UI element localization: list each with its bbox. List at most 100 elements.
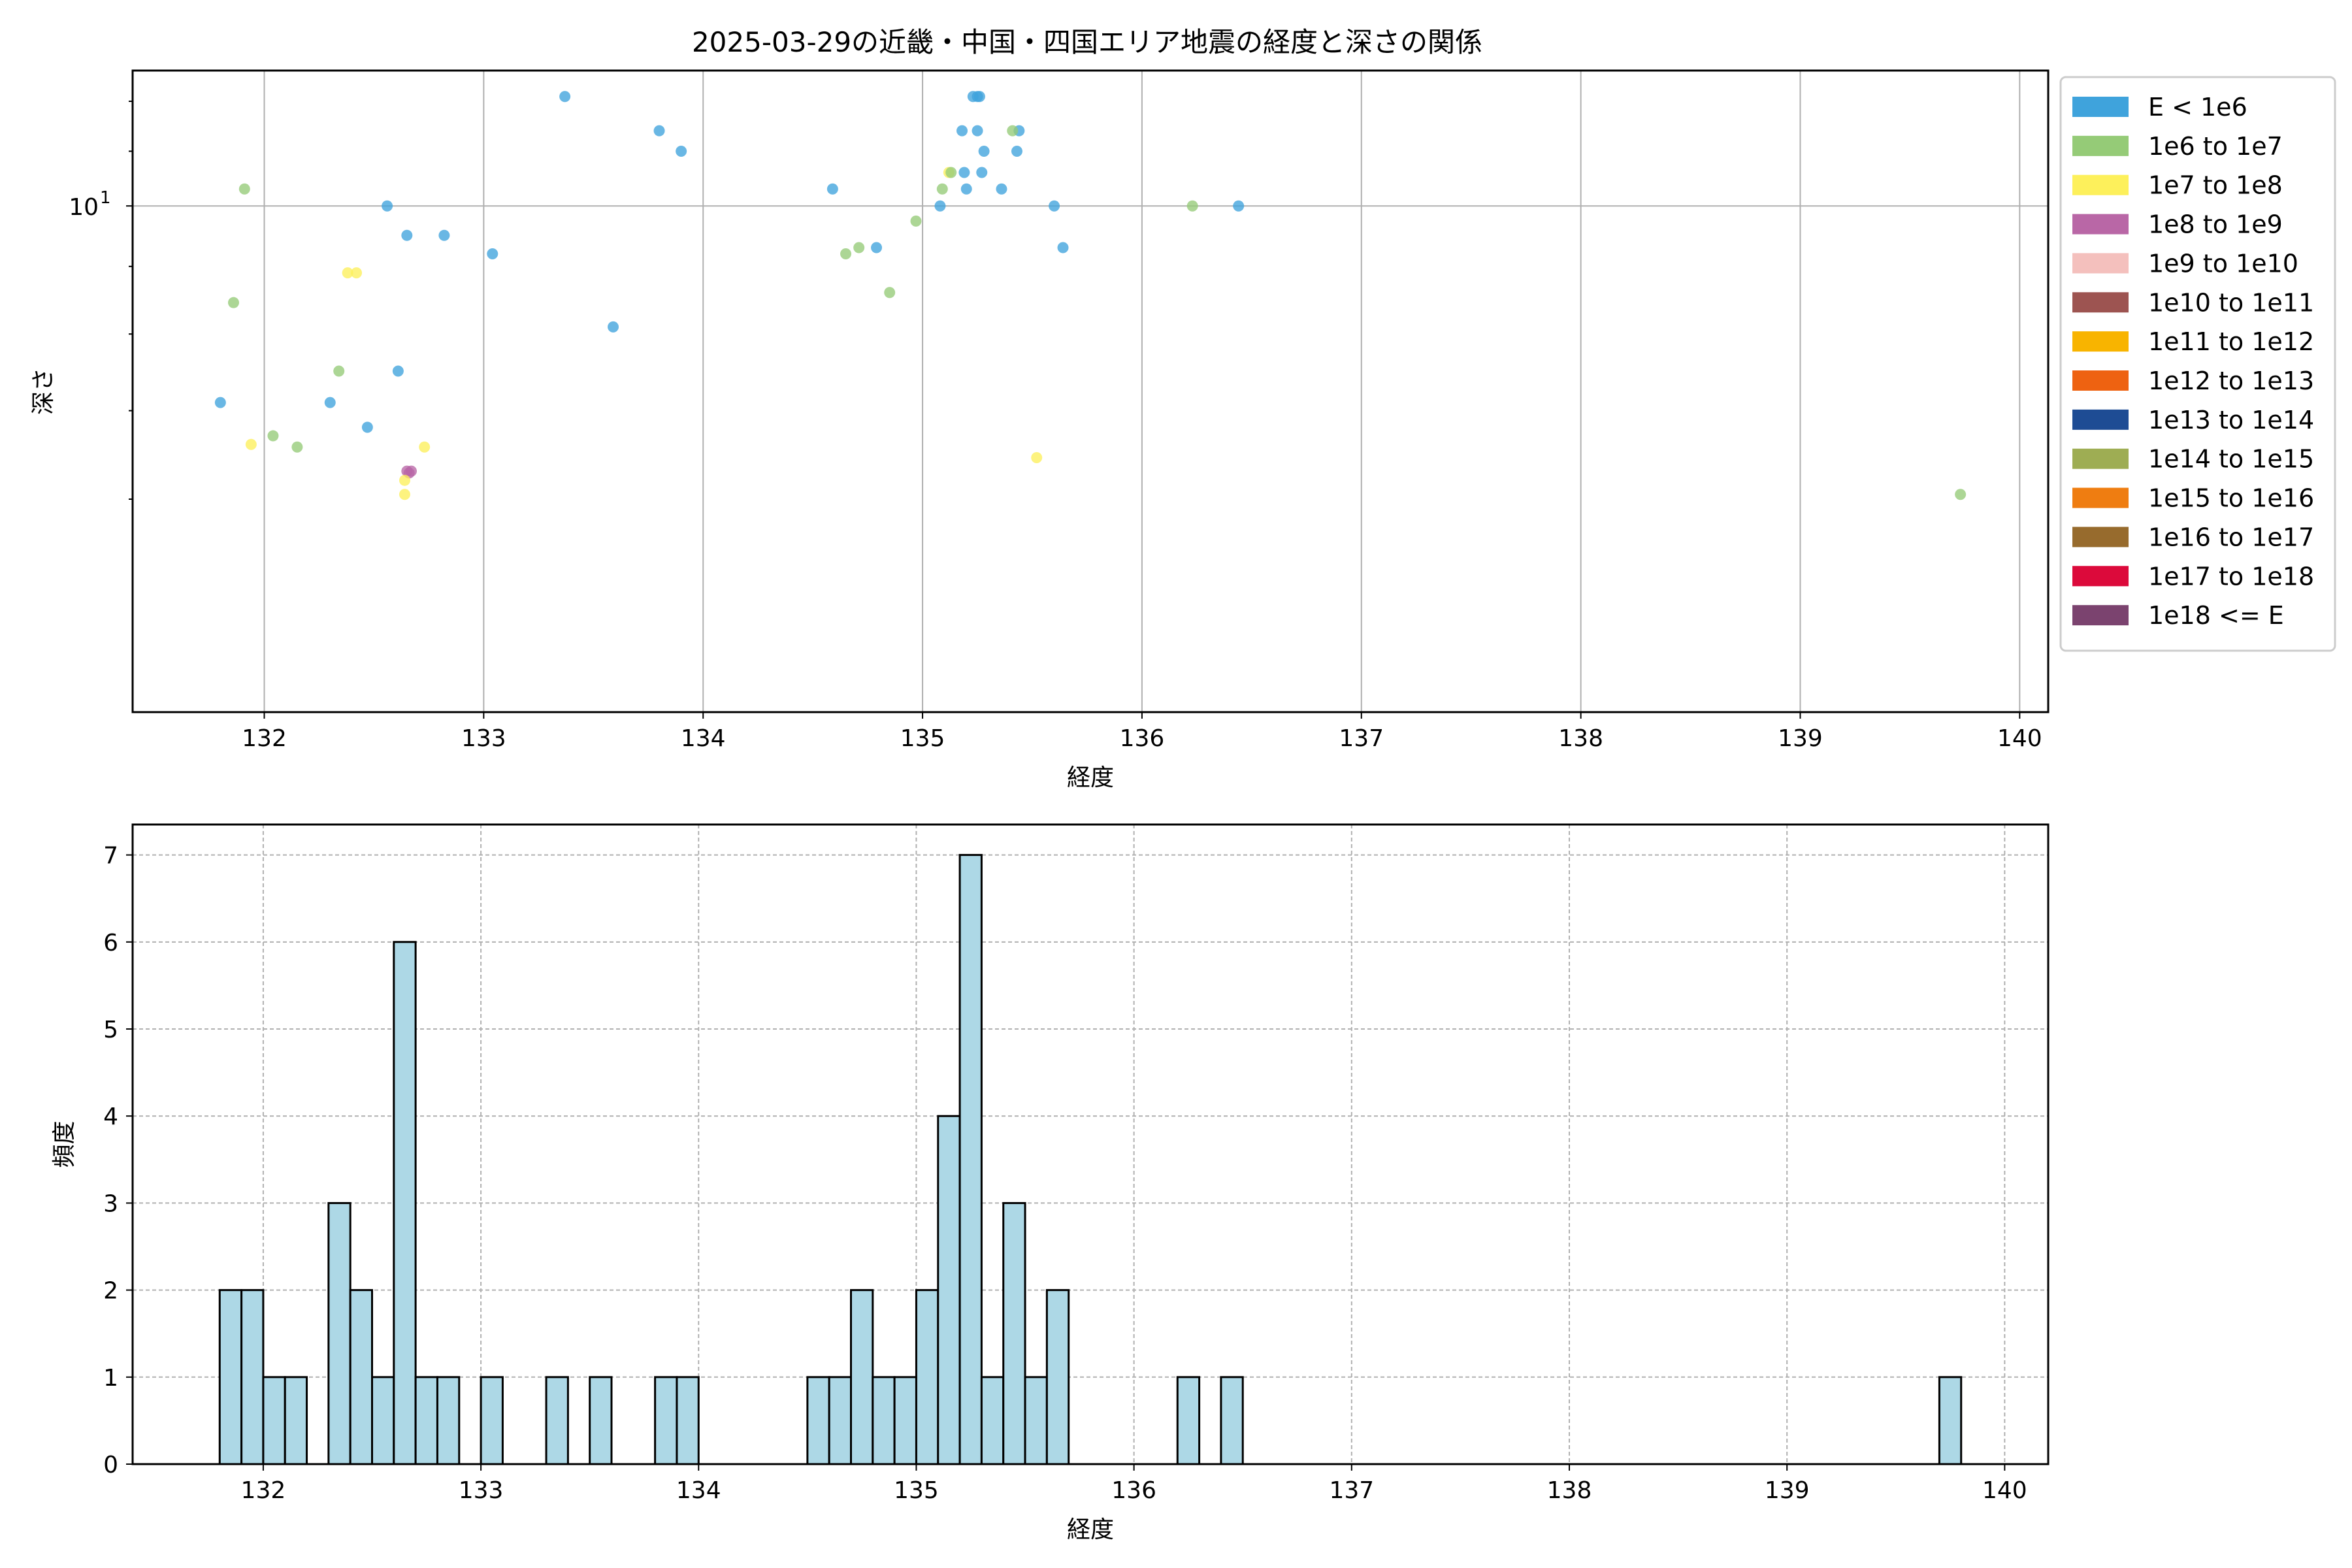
histogram-y-tick-label: 0 <box>103 1452 118 1478</box>
scatter-point <box>945 167 957 178</box>
scatter-x-tick-label: 135 <box>900 725 945 752</box>
scatter-point <box>958 167 970 178</box>
scatter-point <box>333 365 345 377</box>
scatter-point <box>853 242 865 253</box>
scatter-grid <box>133 71 2048 712</box>
histogram-bar <box>480 1376 504 1465</box>
legend-swatch <box>2072 174 2129 195</box>
scatter-x-ticks: 132 133 134 135 136 137 138 139 140 <box>242 712 2042 752</box>
scatter-point <box>934 200 946 212</box>
histogram-bar <box>1176 1376 1201 1465</box>
scatter-y-tick-exponent: 1 <box>100 188 111 208</box>
scatter-point <box>1186 200 1198 212</box>
scatter-x-tick-label: 137 <box>1339 725 1384 752</box>
scatter-point <box>1011 145 1022 157</box>
legend-label: 1e18 <= E <box>2148 601 2284 630</box>
scatter-point <box>342 267 353 279</box>
scatter-point <box>1007 125 1019 137</box>
legend-label: 1e13 to 1e14 <box>2148 406 2314 434</box>
histogram-y-tick-label: 4 <box>103 1103 118 1130</box>
scatter-y-axis-label: 深さ <box>30 368 57 415</box>
scatter-point <box>438 229 450 241</box>
scatter-point <box>351 267 363 279</box>
histogram-x-tick-label: 133 <box>459 1477 504 1504</box>
histogram-x-tick-label: 140 <box>1982 1477 2027 1504</box>
histogram-bar <box>872 1376 896 1465</box>
legend-swatch <box>2072 370 2129 391</box>
scatter-point <box>608 321 619 333</box>
legend-swatch <box>2072 527 2129 547</box>
scatter-point <box>227 297 239 308</box>
scatter-point <box>996 183 1007 195</box>
histogram-x-tick-label: 135 <box>894 1477 939 1504</box>
legend-label: 1e16 to 1e17 <box>2148 523 2314 551</box>
legend-swatch <box>2072 135 2129 156</box>
scatter-plot-frame <box>131 69 2050 713</box>
scatter-x-tick-label: 138 <box>1558 725 1603 752</box>
scatter-point <box>972 125 983 137</box>
scatter-point <box>399 474 410 486</box>
histogram-bar <box>371 1376 395 1465</box>
scatter-x-tick-label: 139 <box>1778 725 1823 752</box>
histogram-y-tick-label: 1 <box>103 1365 118 1392</box>
scatter-x-axis-label: 経度 <box>1067 764 1114 791</box>
histogram-x-tick-label: 134 <box>676 1477 721 1504</box>
chart-title: 2025-03-29の近畿・中国・四国エリア地震の経度と深さの関係 <box>692 26 1482 58</box>
scatter-point <box>1955 489 1967 500</box>
histogram-plot-frame <box>131 823 2050 1465</box>
scatter-x-tick-label: 136 <box>1120 725 1165 752</box>
scatter-x-tick-label: 134 <box>681 725 726 752</box>
histogram-bar <box>284 1376 308 1465</box>
histogram-bar <box>980 1376 1005 1465</box>
scatter-point <box>1031 451 1043 463</box>
histogram-bar <box>654 1376 678 1465</box>
legend-swatch <box>2072 292 2129 313</box>
scatter-point <box>419 441 431 453</box>
scatter-x-tick-label: 140 <box>1997 725 2042 752</box>
histogram-y-tick-label: 7 <box>103 843 118 870</box>
histogram-x-tick-label: 132 <box>241 1477 286 1504</box>
scatter-point <box>399 489 410 500</box>
scatter-point <box>291 441 303 453</box>
histogram-x-axis-label: 経度 <box>1067 1516 1114 1543</box>
histogram-bar <box>958 854 983 1465</box>
histogram-y-tick-label: 5 <box>103 1017 118 1043</box>
histogram-bar <box>589 1376 613 1465</box>
scatter-point <box>1049 200 1060 212</box>
scatter-point <box>936 183 948 195</box>
histogram-bar <box>262 1376 286 1465</box>
scatter-plot: 132 133 134 135 136 137 138 139 140 10 1 経度 深さ <box>30 69 2050 791</box>
legend-label: 1e9 to 1e10 <box>2148 249 2298 278</box>
legend-swatch <box>2072 566 2129 587</box>
histogram-bar <box>414 1376 438 1465</box>
legend-label: 1e11 to 1e12 <box>2148 327 2314 356</box>
legend-swatch <box>2072 331 2129 352</box>
scatter-x-tick-label: 133 <box>461 725 506 752</box>
legend-swatch <box>2072 605 2129 626</box>
legend-label: 1e15 to 1e16 <box>2148 484 2314 513</box>
histogram-bar <box>828 1376 852 1465</box>
histogram-y-tick-label: 2 <box>103 1278 118 1305</box>
histogram-bar <box>893 1376 917 1465</box>
scatter-y-ticks: 10 1 <box>69 101 133 500</box>
scatter-point <box>361 421 373 433</box>
scatter-y-tick-label: 10 <box>69 194 99 221</box>
legend-label: 1e10 to 1e11 <box>2148 288 2314 317</box>
scatter-point <box>910 215 922 227</box>
legend-label: 1e7 to 1e8 <box>2148 171 2283 200</box>
scatter-point <box>487 248 498 259</box>
histogram-x-ticks: 132 133 134 135 136 137 138 139 140 <box>241 1464 2027 1504</box>
histogram-bar <box>850 1289 874 1465</box>
scatter-point <box>676 145 687 157</box>
scatter-point <box>245 438 257 450</box>
histogram-y-tick-label: 6 <box>103 930 118 956</box>
scatter-point <box>1057 242 1069 253</box>
histogram-bar <box>393 941 417 1465</box>
scatter-point <box>392 365 404 377</box>
scatter-point <box>382 200 393 212</box>
scatter-point <box>956 125 968 137</box>
histogram-x-tick-label: 136 <box>1111 1477 1156 1504</box>
histogram-bar <box>915 1289 939 1465</box>
